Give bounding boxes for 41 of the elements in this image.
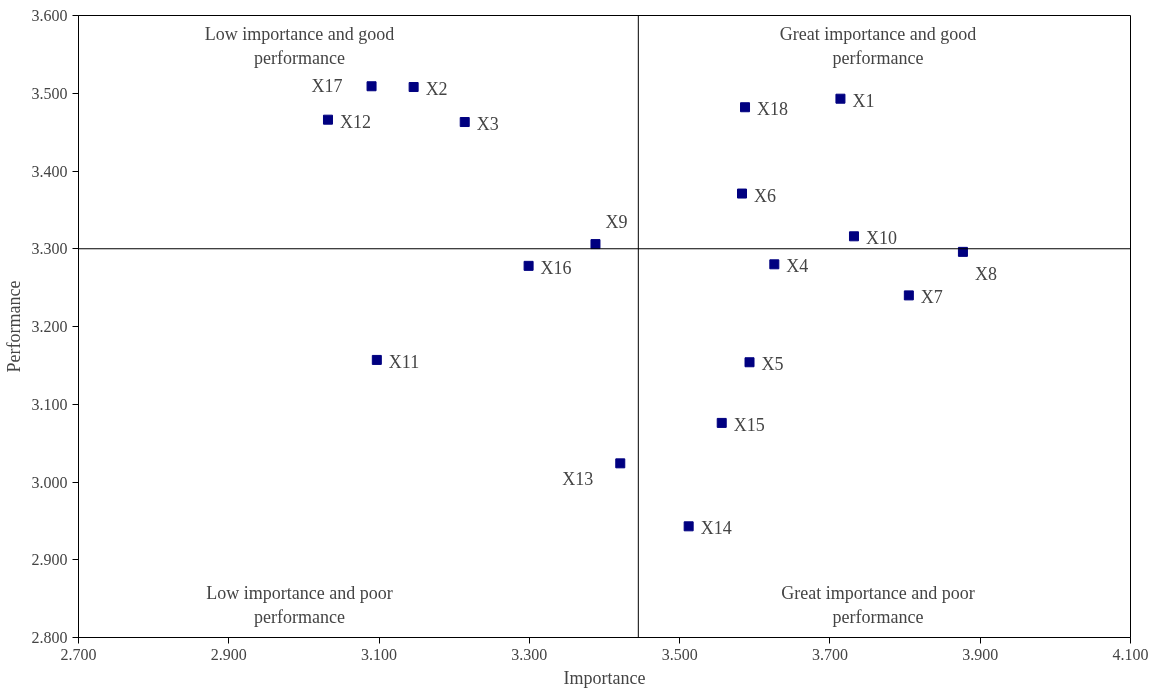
y-tick-label: 3.000 xyxy=(31,473,68,491)
data-label: X16 xyxy=(540,257,572,278)
y-tick-label: 3.100 xyxy=(31,395,68,413)
x-tick-label: 4.100 xyxy=(1112,645,1149,663)
y-tick-label: 2.800 xyxy=(31,629,68,646)
data-label: X1 xyxy=(852,90,875,111)
data-label: X6 xyxy=(754,185,777,206)
data-label: X11 xyxy=(388,351,420,372)
data-label: X3 xyxy=(476,114,499,135)
data-label: X17 xyxy=(311,76,343,97)
x-tick-label: 3.500 xyxy=(661,645,698,663)
data-label: X14 xyxy=(700,518,732,539)
data-label: X15 xyxy=(733,414,765,435)
x-tick-label: 3.100 xyxy=(361,645,398,663)
x-tick-label: 3.700 xyxy=(811,645,848,663)
y-tick-label: 3.400 xyxy=(31,162,68,180)
annotation: Low importance and good performance xyxy=(204,23,395,68)
data-label: X8 xyxy=(974,263,997,284)
y-tick-label: 3.500 xyxy=(31,84,68,102)
data-label: X2 xyxy=(425,79,448,100)
data-label: X18 xyxy=(757,99,789,120)
data-label: X4 xyxy=(786,256,809,277)
data-label: X13 xyxy=(562,469,594,490)
annotation: Great importance and good performance xyxy=(779,23,977,68)
data-label: X7 xyxy=(920,287,943,308)
data-label: X9 xyxy=(605,212,628,233)
y-axis-title: Performance xyxy=(3,280,24,373)
y-tick-label: 3.200 xyxy=(31,318,68,335)
data-label: X10 xyxy=(865,228,897,249)
x-tick-label: 3.300 xyxy=(511,645,548,663)
data-label: X5 xyxy=(761,354,784,375)
x-tick-label: 2.700 xyxy=(60,645,97,663)
data-label: X12 xyxy=(339,111,371,132)
y-tick-label: 3.300 xyxy=(31,240,68,258)
x-tick-label: 3.900 xyxy=(962,645,999,663)
annotation: Low importance and poor performance xyxy=(206,582,393,627)
annotation: Great importance and poor performance xyxy=(781,582,975,627)
x-axis-title: Importance xyxy=(563,667,646,688)
x-tick-label: 2.900 xyxy=(210,645,247,663)
y-tick-label: 3.600 xyxy=(31,7,68,24)
y-tick-label: 2.900 xyxy=(31,551,68,569)
